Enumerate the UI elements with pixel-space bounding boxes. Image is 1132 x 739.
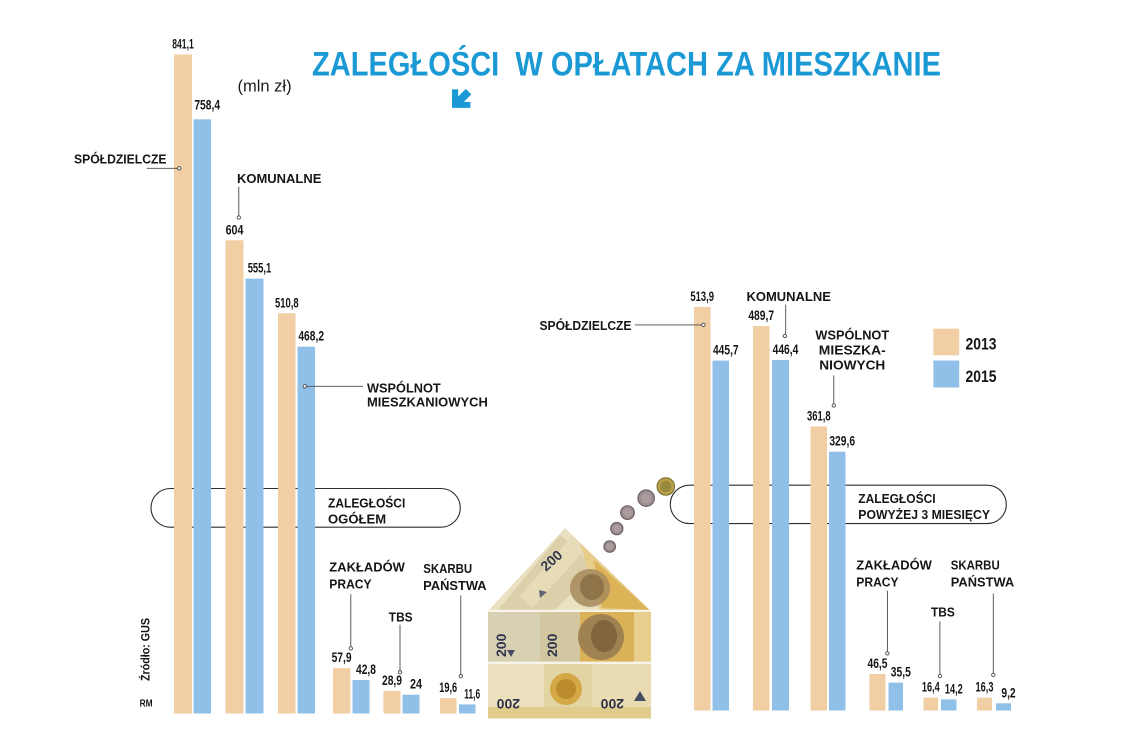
svg-text:200: 200 xyxy=(496,696,520,712)
svg-text:14,2: 14,2 xyxy=(945,680,963,696)
svg-text:35,5: 35,5 xyxy=(891,664,911,680)
svg-text:200: 200 xyxy=(600,696,624,712)
svg-text:2013: 2013 xyxy=(966,334,997,353)
svg-text:200: 200 xyxy=(544,633,560,657)
svg-text:361,8: 361,8 xyxy=(807,407,831,423)
svg-text:KOMUNALNE: KOMUNALNE xyxy=(237,172,321,186)
svg-text:19,6: 19,6 xyxy=(439,679,457,695)
svg-text:28,9: 28,9 xyxy=(382,672,402,688)
svg-text:555,1: 555,1 xyxy=(248,260,272,276)
svg-text:841,1: 841,1 xyxy=(172,36,194,52)
svg-text:MIESZKANIOWYCH: MIESZKANIOWYCH xyxy=(367,396,488,410)
svg-text:PRACY: PRACY xyxy=(329,578,372,592)
svg-text:200: 200 xyxy=(493,633,509,657)
svg-text:SPÓŁDZIELCZE: SPÓŁDZIELCZE xyxy=(540,318,632,333)
svg-text:WSPÓLNOT: WSPÓLNOT xyxy=(815,328,889,343)
svg-text:16,4: 16,4 xyxy=(922,679,940,695)
svg-text:ZAKŁADÓW: ZAKŁADÓW xyxy=(329,560,405,575)
svg-text:ZAKŁADÓW: ZAKŁADÓW xyxy=(856,558,932,573)
svg-text:KOMUNALNE: KOMUNALNE xyxy=(747,290,831,304)
svg-text:TBS: TBS xyxy=(389,611,413,625)
svg-text:11,6: 11,6 xyxy=(464,685,480,701)
svg-text:445,7: 445,7 xyxy=(713,342,739,358)
svg-text:Źródło: GUS: Źródło: GUS xyxy=(140,618,153,681)
svg-text:ZALEGŁOŚCI: ZALEGŁOŚCI xyxy=(328,496,405,511)
svg-text:24: 24 xyxy=(410,676,422,692)
svg-text:NIOWYCH: NIOWYCH xyxy=(819,359,885,373)
svg-text:ZALEGŁOŚCI W OPŁATACH ZA MIES: ZALEGŁOŚCI W OPŁATACH ZA MIESZKANIE xyxy=(312,46,941,84)
svg-text:57,9: 57,9 xyxy=(332,649,352,665)
svg-text:RM: RM xyxy=(140,699,153,710)
svg-text:TBS: TBS xyxy=(931,606,955,620)
svg-text:SKARBU: SKARBU xyxy=(951,559,1000,573)
svg-text:SPÓŁDZIELCZE: SPÓŁDZIELCZE xyxy=(74,152,167,167)
svg-text:WSPÓLNOT: WSPÓLNOT xyxy=(367,381,441,396)
svg-text:ZALEGŁOŚCI: ZALEGŁOŚCI xyxy=(858,491,935,506)
svg-text:46,5: 46,5 xyxy=(868,655,888,671)
svg-text:POWYŻEJ 3 MIESIĘCY: POWYŻEJ 3 MIESIĘCY xyxy=(858,507,990,522)
svg-text:16,3: 16,3 xyxy=(976,679,994,695)
svg-text:42,8: 42,8 xyxy=(356,661,376,677)
svg-text:PAŃSTWA: PAŃSTWA xyxy=(951,575,1014,590)
svg-text:489,7: 489,7 xyxy=(748,307,774,323)
svg-text:604: 604 xyxy=(226,221,244,237)
svg-text:513,9: 513,9 xyxy=(690,288,714,304)
svg-text:446,4: 446,4 xyxy=(773,341,799,357)
svg-text:9,2: 9,2 xyxy=(1001,684,1015,700)
svg-text:PAŃSTWA: PAŃSTWA xyxy=(423,578,486,593)
svg-text:MIESZKA-: MIESZKA- xyxy=(819,344,886,358)
svg-text:758,4: 758,4 xyxy=(194,96,220,112)
svg-text:SKARBU: SKARBU xyxy=(423,562,472,576)
svg-text:PRACY: PRACY xyxy=(856,576,899,590)
svg-text:OGÓŁEM: OGÓŁEM xyxy=(328,512,386,527)
svg-text:2015: 2015 xyxy=(966,367,997,386)
svg-text:(mln zł): (mln zł) xyxy=(238,78,292,96)
svg-text:510,8: 510,8 xyxy=(275,294,299,310)
svg-text:329,6: 329,6 xyxy=(829,433,855,449)
svg-text:468,2: 468,2 xyxy=(298,328,324,344)
